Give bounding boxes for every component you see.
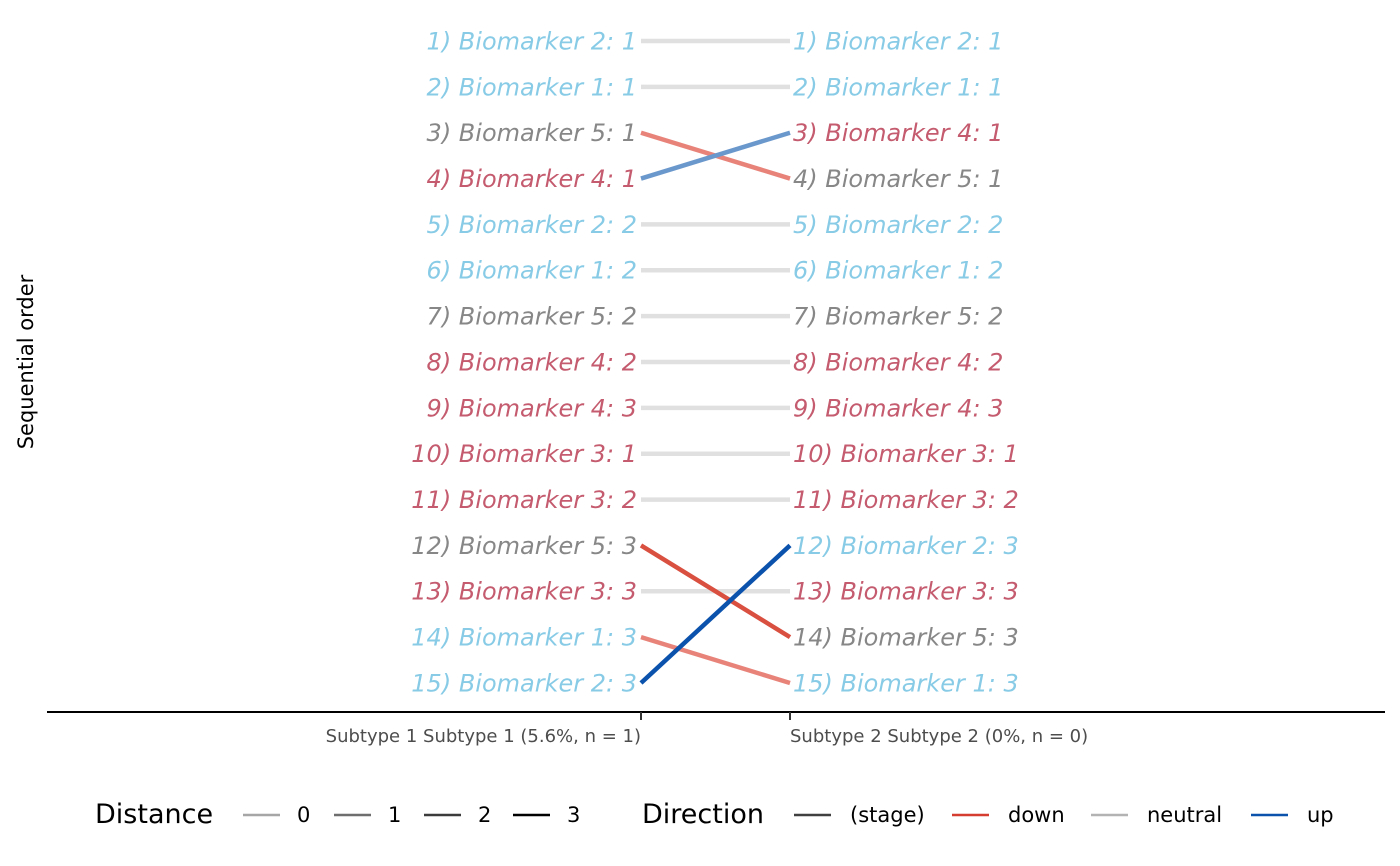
right-rank-label-13: 13) Biomarker 3: 3 [793,578,1019,606]
left-rank-label-5: 5) Biomarker 2: 2 [427,211,637,239]
left-rank-label-12: 12) Biomarker 5: 3 [411,532,637,560]
right-rank-label-8: 8) Biomarker 4: 2 [793,348,1003,376]
right-rank-labels: 1) Biomarker 2: 1 2) Biomarker 1: 1 3) Bio… [793,27,1019,697]
left-rank-label-14: 14) Biomarker 1: 3 [411,624,637,652]
legend-distance-label-3: 3 [567,803,580,827]
connector-lines [639,38,792,686]
legend: Distance Direction 0 1 2 3 (stage) down neutra… [95,799,1334,830]
legend-distance-label-0: 0 [297,803,310,827]
right-rank-label-2: 2) Biomarker 1: 1 [793,73,1003,101]
right-rank-label-6: 6) Biomarker 1: 2 [793,257,1003,285]
legend-direction-label-1: down [1008,803,1065,827]
legend-direction-label-0: (stage) [850,803,925,827]
right-rank-label-3: 3) Biomarker 4: 1 [793,119,1003,147]
left-rank-label-9: 9) Biomarker 4: 3 [427,394,637,422]
x-tick-label-subtype-2: Subtype 2 Subtype 2 (0%, n = 0) [790,726,1088,747]
left-rank-label-7: 7) Biomarker 5: 2 [427,303,637,331]
connector-line-15-to-12 [639,543,792,685]
left-rank-label-11: 11) Biomarker 3: 2 [411,486,637,514]
left-rank-label-10: 10) Biomarker 3: 1 [411,440,637,468]
legend-distance-title: Distance [95,799,213,830]
connector-line-14-to-15 [640,634,791,686]
left-rank-label-2: 2) Biomarker 1: 1 [427,73,637,101]
left-rank-label-4: 4) Biomarker 4: 1 [427,165,637,193]
left-rank-label-15: 15) Biomarker 2: 3 [411,669,637,697]
right-rank-label-9: 9) Biomarker 4: 3 [793,394,1003,422]
legend-distance-label-1: 1 [388,803,401,827]
right-rank-label-10: 10) Biomarker 3: 1 [793,440,1019,468]
left-rank-label-1: 1) Biomarker 2: 1 [427,27,637,55]
right-rank-label-15: 15) Biomarker 1: 3 [793,669,1019,697]
right-rank-label-4: 4) Biomarker 5: 1 [793,165,1003,193]
legend-direction-label-2: neutral [1147,803,1222,827]
x-tick-label-subtype-1: Subtype 1 Subtype 1 (5.6%, n = 1) [326,726,641,747]
left-rank-label-13: 13) Biomarker 3: 3 [411,578,637,606]
connector-line-4-to-3 [640,130,791,181]
left-rank-label-3: 3) Biomarker 5: 1 [427,119,637,147]
right-rank-label-7: 7) Biomarker 5: 2 [793,303,1003,331]
right-rank-label-12: 12) Biomarker 2: 3 [793,532,1019,560]
left-rank-labels: 1) Biomarker 2: 1 2) Biomarker 1: 1 3) Bio… [411,27,637,697]
connector-line-12-to-14 [639,543,792,640]
right-rank-label-14: 14) Biomarker 5: 3 [793,624,1019,652]
right-rank-label-1: 1) Biomarker 2: 1 [793,27,1003,55]
right-rank-label-11: 11) Biomarker 3: 2 [793,486,1019,514]
y-axis-title: Sequential order [14,274,38,449]
legend-direction-label-3: up [1307,803,1334,827]
legend-direction-title: Direction [642,799,764,830]
left-rank-label-8: 8) Biomarker 4: 2 [427,348,637,376]
left-rank-label-6: 6) Biomarker 1: 2 [427,257,637,285]
right-rank-label-5: 5) Biomarker 2: 2 [793,211,1003,239]
legend-distance-label-2: 2 [478,803,491,827]
